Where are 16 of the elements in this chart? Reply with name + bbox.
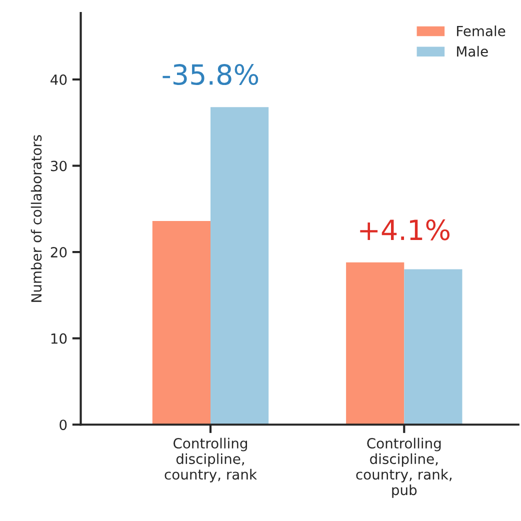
bar	[210, 107, 269, 425]
annotation: +4.1%	[360, 219, 450, 240]
legend-label: Male	[457, 46, 488, 57]
bar	[346, 262, 404, 425]
annotation: -35.8%	[162, 64, 258, 86]
y-tick-label: 40	[50, 74, 67, 85]
y-tick-label: 10	[51, 333, 67, 344]
y-tick-label: 20	[50, 247, 67, 258]
y-tick-label: 30	[50, 160, 67, 172]
x-tick-label: Controlling discipline, country, rank	[164, 438, 257, 482]
legend-label: Female	[457, 26, 506, 36]
bar	[152, 220, 210, 425]
y-axis-title: Number of collaborators	[30, 135, 42, 302]
y-tick-label: 0	[60, 420, 67, 430]
x-tick-label: Controlling discipline, country, rank, pub	[356, 438, 452, 498]
bar	[404, 269, 462, 425]
